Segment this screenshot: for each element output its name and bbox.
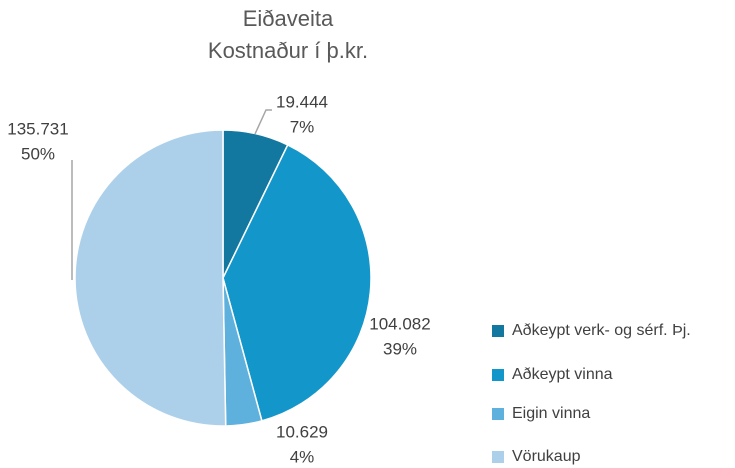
value-label: 104.082 — [369, 314, 430, 333]
pie-slice — [74, 129, 227, 427]
chart-subtitle: Kostnaður í þ.kr. — [208, 38, 368, 63]
legend-swatch — [492, 325, 504, 337]
legend-swatch — [492, 369, 504, 381]
leader-line — [254, 109, 272, 135]
percent-label: 4% — [290, 447, 315, 466]
legend-swatch — [492, 451, 504, 463]
legend-label: Aðkeypt verk- og sérf. Þj. — [512, 322, 691, 339]
percent-label: 7% — [290, 117, 315, 136]
legend-label: Aðkeypt vinna — [512, 366, 613, 383]
chart-title: Eiðaveita — [243, 6, 334, 31]
value-label: 10.629 — [276, 422, 328, 441]
pie-slice — [222, 143, 372, 422]
value-label: 135.731 — [7, 119, 68, 138]
legend-label: Eigin vinna — [512, 405, 590, 422]
value-label: 19.444 — [276, 92, 328, 111]
legend-label: Vörukaup — [512, 448, 581, 465]
legend-swatch — [492, 408, 504, 420]
percent-label: 39% — [383, 339, 417, 358]
percent-label: 50% — [21, 144, 55, 163]
